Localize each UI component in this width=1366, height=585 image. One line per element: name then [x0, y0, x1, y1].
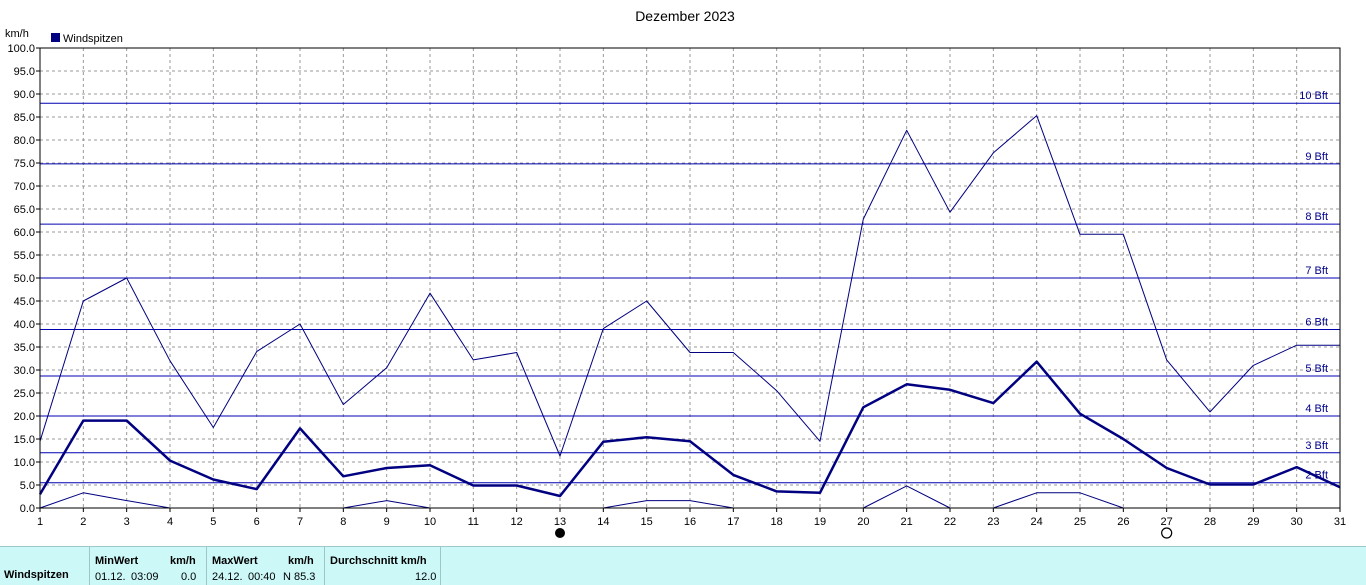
x-tick-label: 13: [554, 516, 566, 528]
series-line-max: [39, 115, 1340, 457]
beaufort-label: 9 Bft: [1305, 151, 1328, 163]
y-tick-label: 45.0: [14, 296, 35, 308]
y-tick-label: 0.0: [20, 503, 35, 515]
y-tick-label: 60.0: [14, 227, 35, 239]
y-tick-label: 35.0: [14, 342, 35, 354]
series-line-avg: [38, 360, 1341, 498]
y-tick-label: 15.0: [14, 434, 35, 446]
min-date: 01.12.: [95, 571, 126, 583]
y-tick-label: 95.0: [14, 66, 35, 78]
x-tick-label: 29: [1247, 516, 1259, 528]
x-tick-label: 15: [641, 516, 653, 528]
chart-title: Dezember 2023: [635, 8, 735, 24]
x-tick-label: 6: [254, 516, 260, 528]
beaufort-label: 4 Bft: [1305, 403, 1328, 415]
plot-frame: [39, 47, 1341, 509]
max-value: N 85.3: [283, 571, 316, 583]
y-tick-label: 80.0: [14, 135, 35, 147]
x-tick-label: 28: [1204, 516, 1216, 528]
series-line-min: [343, 500, 431, 509]
beaufort-label: 3 Bft: [1305, 440, 1328, 452]
y-tick-label: 40.0: [14, 319, 35, 331]
beaufort-label: 5 Bft: [1305, 363, 1328, 375]
x-tick-label: 26: [1117, 516, 1129, 528]
x-tick-label: 17: [727, 516, 739, 528]
x-tick-label: 12: [511, 516, 523, 528]
y-tick-label: 70.0: [14, 181, 35, 193]
max-unit-header: km/h: [288, 555, 314, 567]
avg-value: 12.0: [415, 571, 437, 583]
beaufort-label: 10 Bft: [1299, 90, 1328, 102]
x-tick-label: 20: [857, 516, 869, 528]
y-tick-label: 55.0: [14, 250, 35, 262]
x-tick-label: 23: [987, 516, 999, 528]
series-line-min: [603, 500, 734, 509]
x-tick-label: 4: [167, 516, 173, 528]
x-tick-label: 2: [80, 516, 86, 528]
legend-label: Windspitzen: [63, 33, 123, 45]
stats-row-label: Windspitzen: [4, 569, 69, 581]
series-line-min: [39, 492, 171, 509]
y-tick-label: 5.0: [20, 480, 35, 492]
x-tick-label: 5: [210, 516, 216, 528]
x-tick-label: 11: [468, 516, 479, 528]
y-tick-label: 100.0: [7, 43, 35, 55]
min-value: 0.0: [181, 571, 197, 583]
x-tick-label: 24: [1031, 516, 1043, 528]
avg-header: Durchschnitt km/h: [330, 555, 427, 567]
min-header: MinWert: [95, 555, 139, 567]
y-tick-label: 90.0: [14, 89, 35, 101]
x-tick-label: 22: [944, 516, 956, 528]
x-tick-label: 25: [1074, 516, 1086, 528]
y-tick-label: 85.0: [14, 112, 35, 124]
y-tick-label: 50.0: [14, 273, 35, 285]
x-tick-label: 14: [597, 516, 609, 528]
y-tick-label: 30.0: [14, 365, 35, 377]
x-tick-label: 1: [37, 516, 43, 528]
y-tick-label: 25.0: [14, 388, 35, 400]
full-moon-icon: [1161, 527, 1173, 539]
beaufort-label: 8 Bft: [1305, 211, 1328, 223]
x-tick-label: 19: [814, 516, 826, 528]
min-unit-header: km/h: [170, 555, 196, 567]
max-time: 00:40: [248, 571, 276, 583]
new-moon-icon: [555, 528, 565, 538]
x-tick-label: 27: [1161, 516, 1173, 528]
legend-swatch: [51, 33, 60, 42]
x-tick-label: 8: [340, 516, 346, 528]
y-tick-label: 75.0: [14, 158, 35, 170]
x-tick-label: 16: [684, 516, 696, 528]
y-tick-label: 20.0: [14, 411, 35, 423]
max-header: MaxWert: [212, 555, 258, 567]
y-tick-label: 10.0: [14, 457, 35, 469]
min-time: 03:09: [131, 571, 159, 583]
max-date: 24.12.: [212, 571, 243, 583]
x-tick-label: 7: [297, 516, 303, 528]
x-tick-label: 21: [901, 516, 913, 528]
x-tick-label: 9: [384, 516, 390, 528]
x-tick-label: 31: [1334, 516, 1346, 528]
x-tick-label: 3: [124, 516, 130, 528]
x-tick-label: 18: [771, 516, 783, 528]
x-tick-label: 30: [1291, 516, 1303, 528]
y-tick-label: 65.0: [14, 204, 35, 216]
stats-panel: Windspitzen MinWert km/h 01.12. 03:09 0.…: [0, 546, 1366, 585]
x-tick-label: 10: [424, 516, 436, 528]
beaufort-label: 7 Bft: [1305, 265, 1328, 277]
beaufort-label: 6 Bft: [1305, 317, 1328, 329]
y-axis-unit-label: km/h: [5, 28, 29, 40]
